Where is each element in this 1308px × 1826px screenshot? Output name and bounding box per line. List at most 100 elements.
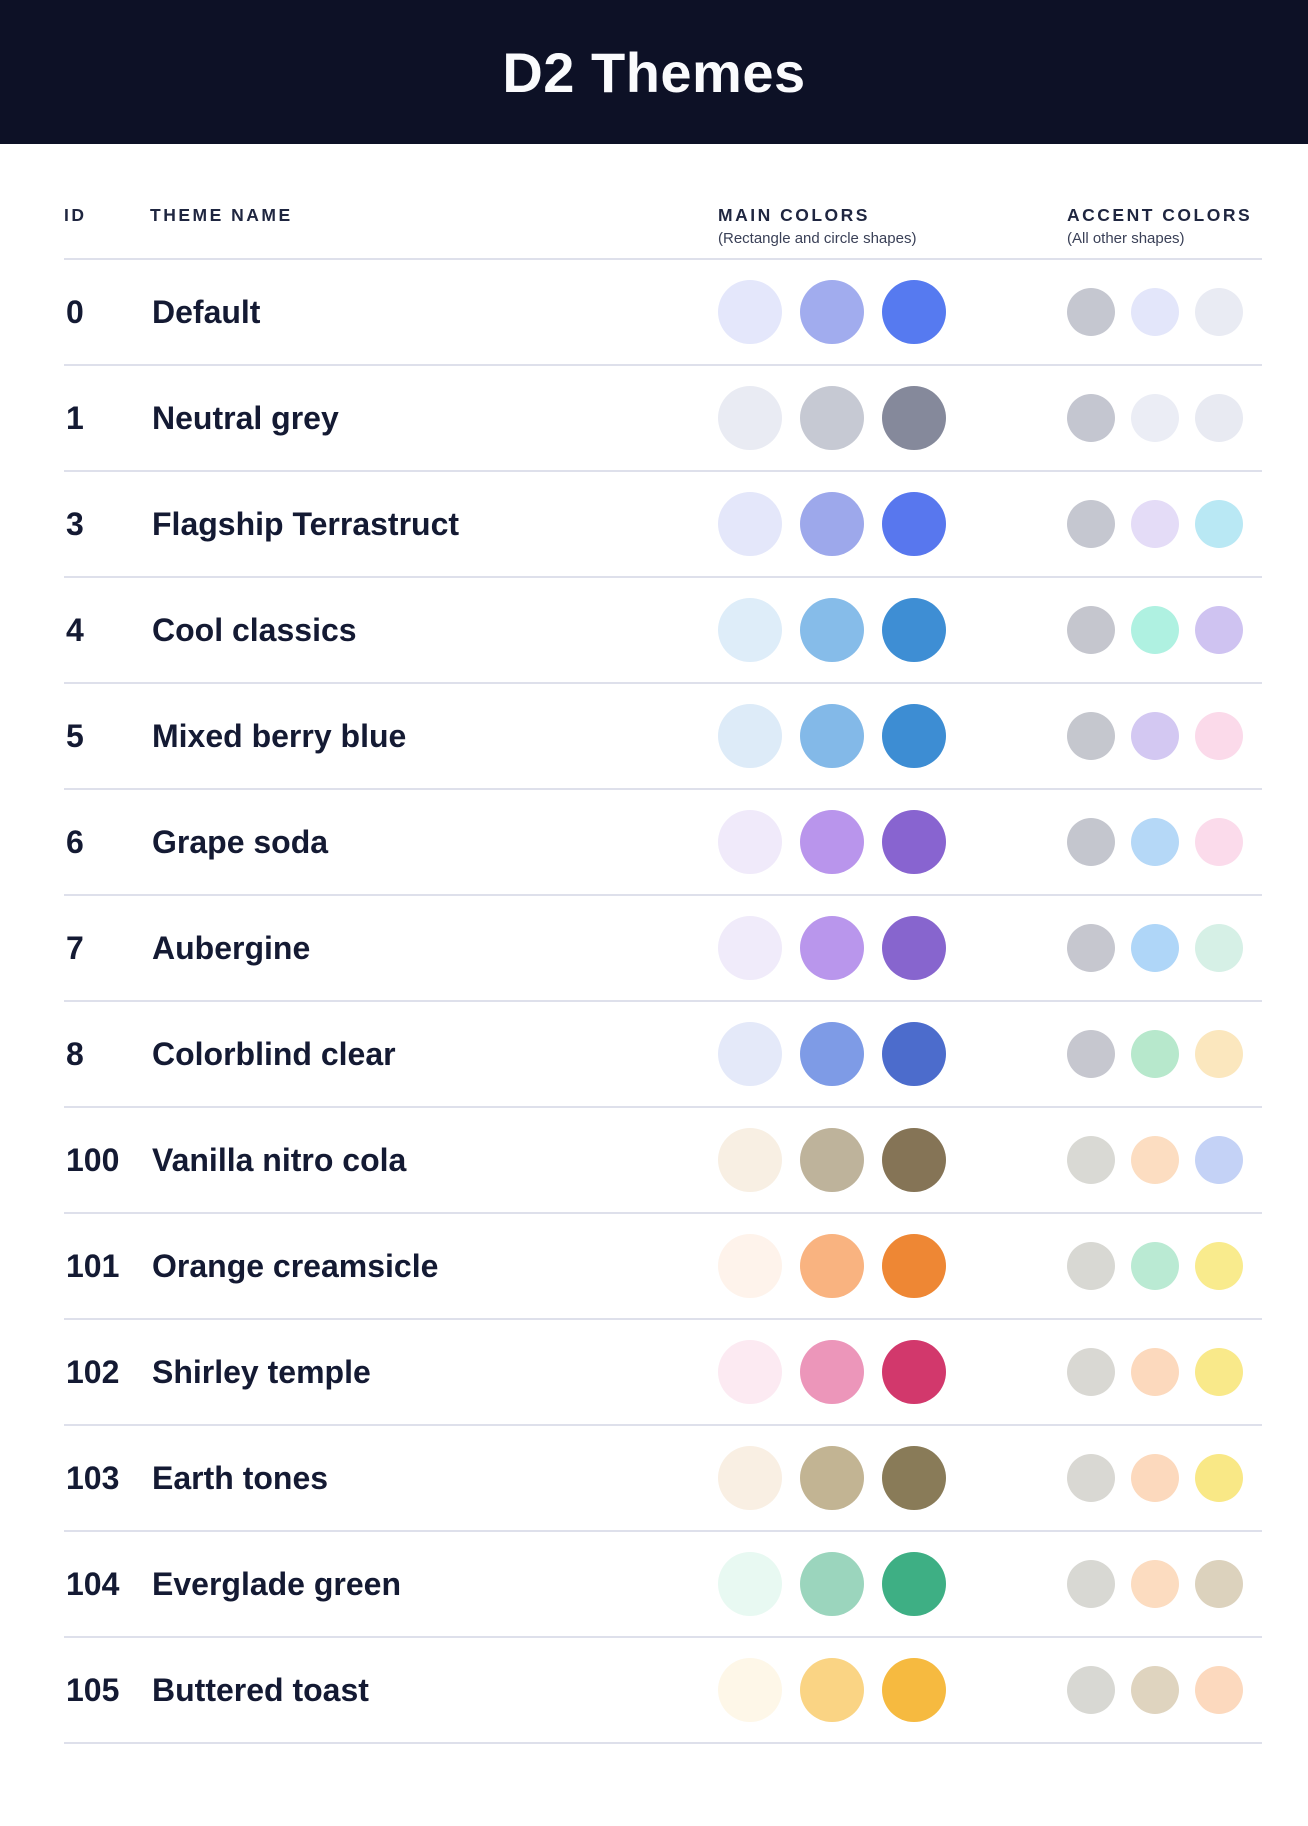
accent-color-swatch-3 <box>1195 1136 1243 1184</box>
page-header-banner: D2 Themes <box>0 0 1308 144</box>
table-header-row: ID THEME NAME MAIN COLORS (Rectangle and… <box>64 144 1262 260</box>
theme-name: Vanilla nitro cola <box>152 1141 407 1178</box>
accent-color-swatches <box>1067 1136 1243 1184</box>
theme-row: 8 Colorblind clear <box>64 1002 1262 1108</box>
theme-id: 6 <box>66 823 84 860</box>
accent-color-swatch-2 <box>1131 606 1179 654</box>
accent-color-swatch-3 <box>1195 1454 1243 1502</box>
theme-name: Earth tones <box>152 1459 329 1496</box>
accent-color-swatch-2 <box>1131 1666 1179 1714</box>
accent-color-swatch-2 <box>1131 1242 1179 1290</box>
accent-color-swatch-2 <box>1131 288 1179 336</box>
theme-name: Everglade green <box>152 1565 401 1602</box>
column-subheader-main-colors: (Rectangle and circle shapes) <box>718 230 917 247</box>
column-subheader-accent-colors: (All other shapes) <box>1067 230 1185 247</box>
column-header-cell-accent-colors: ACCENT COLORS (All other shapes) <box>1067 205 1253 248</box>
main-color-swatch-1 <box>718 492 782 556</box>
accent-color-swatches <box>1067 1030 1243 1078</box>
column-header-theme-name: THEME NAME <box>150 205 293 225</box>
accent-color-swatch-3 <box>1195 394 1243 442</box>
main-color-swatch-3 <box>882 1340 946 1404</box>
accent-color-swatches <box>1067 1666 1243 1714</box>
accent-color-swatch-1 <box>1067 1348 1115 1396</box>
accent-color-swatches <box>1067 1454 1243 1502</box>
theme-name: Colorblind clear <box>152 1035 396 1072</box>
theme-name: Shirley temple <box>152 1353 371 1390</box>
main-color-swatches <box>718 1552 946 1616</box>
theme-row: 3 Flagship Terrastruct <box>64 472 1262 578</box>
main-color-swatch-2 <box>800 1022 864 1086</box>
accent-color-swatch-1 <box>1067 500 1115 548</box>
main-color-swatch-1 <box>718 386 782 450</box>
accent-color-swatch-2 <box>1131 924 1179 972</box>
main-color-swatch-1 <box>718 1022 782 1086</box>
main-color-swatches <box>718 1128 946 1192</box>
accent-color-swatch-3 <box>1195 1242 1243 1290</box>
column-header-cell-theme-name: THEME NAME <box>150 205 718 248</box>
main-color-swatch-2 <box>800 280 864 344</box>
theme-id: 103 <box>66 1459 120 1496</box>
main-color-swatch-1 <box>718 1128 782 1192</box>
column-header-accent-colors: ACCENT COLORS <box>1067 205 1253 225</box>
theme-row: 102 Shirley temple <box>64 1320 1262 1426</box>
main-color-swatch-2 <box>800 1128 864 1192</box>
theme-id: 0 <box>66 293 84 330</box>
accent-color-swatch-3 <box>1195 288 1243 336</box>
themes-table: ID THEME NAME MAIN COLORS (Rectangle and… <box>64 144 1262 1744</box>
theme-id: 3 <box>66 505 84 542</box>
accent-color-swatch-1 <box>1067 288 1115 336</box>
main-color-swatch-1 <box>718 810 782 874</box>
theme-row: 100 Vanilla nitro cola <box>64 1108 1262 1214</box>
accent-color-swatch-2 <box>1131 1348 1179 1396</box>
theme-id: 100 <box>66 1141 120 1178</box>
accent-color-swatch-1 <box>1067 818 1115 866</box>
main-color-swatch-1 <box>718 1658 782 1722</box>
theme-name: Cool classics <box>152 611 357 648</box>
theme-id: 5 <box>66 717 84 754</box>
theme-name: Orange creamsicle <box>152 1247 439 1284</box>
main-color-swatch-1 <box>718 1552 782 1616</box>
main-color-swatch-1 <box>718 916 782 980</box>
main-color-swatches <box>718 280 946 344</box>
main-color-swatch-3 <box>882 280 946 344</box>
main-color-swatch-3 <box>882 1022 946 1086</box>
accent-color-swatch-2 <box>1131 500 1179 548</box>
column-header-main-colors: MAIN COLORS <box>718 205 870 225</box>
main-color-swatch-3 <box>882 1658 946 1722</box>
main-color-swatch-3 <box>882 1128 946 1192</box>
theme-id: 8 <box>66 1035 84 1072</box>
main-color-swatch-3 <box>882 810 946 874</box>
accent-color-swatches <box>1067 606 1243 654</box>
theme-row: 4 Cool classics <box>64 578 1262 684</box>
theme-row: 7 Aubergine <box>64 896 1262 1002</box>
main-color-swatch-2 <box>800 704 864 768</box>
accent-color-swatch-2 <box>1131 1136 1179 1184</box>
main-color-swatches <box>718 1446 946 1510</box>
main-color-swatch-1 <box>718 598 782 662</box>
accent-color-swatch-3 <box>1195 712 1243 760</box>
main-color-swatch-3 <box>882 1234 946 1298</box>
accent-color-swatches <box>1067 1242 1243 1290</box>
main-color-swatch-2 <box>800 810 864 874</box>
theme-name: Grape soda <box>152 823 329 860</box>
theme-row: 101 Orange creamsicle <box>64 1214 1262 1320</box>
main-color-swatches <box>718 1340 946 1404</box>
main-color-swatches <box>718 1234 946 1298</box>
accent-color-swatch-3 <box>1195 500 1243 548</box>
main-color-swatch-2 <box>800 1234 864 1298</box>
accent-color-swatch-2 <box>1131 712 1179 760</box>
accent-color-swatch-1 <box>1067 1242 1115 1290</box>
main-color-swatch-2 <box>800 598 864 662</box>
accent-color-swatches <box>1067 924 1243 972</box>
accent-color-swatch-3 <box>1195 924 1243 972</box>
main-color-swatch-3 <box>882 916 946 980</box>
main-color-swatches <box>718 598 946 662</box>
main-color-swatch-2 <box>800 492 864 556</box>
theme-row: 5 Mixed berry blue <box>64 684 1262 790</box>
theme-id: 105 <box>66 1671 120 1708</box>
main-color-swatches <box>718 492 946 556</box>
theme-id: 7 <box>66 929 84 966</box>
accent-color-swatch-1 <box>1067 1666 1115 1714</box>
accent-color-swatch-1 <box>1067 1136 1115 1184</box>
accent-color-swatch-1 <box>1067 606 1115 654</box>
